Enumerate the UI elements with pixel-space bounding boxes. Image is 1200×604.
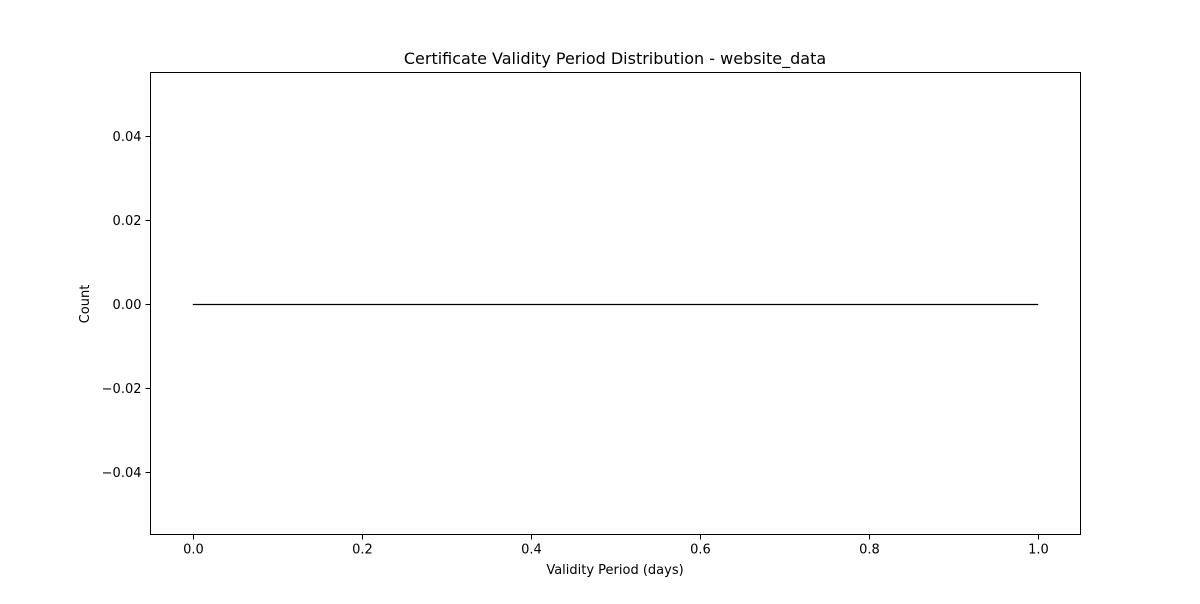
y-tick-label: −0.02 <box>102 382 142 397</box>
y-tick-label: 0.00 <box>113 298 142 313</box>
y-axis-label: Count <box>78 285 93 324</box>
y-tick-label: −0.04 <box>102 466 142 481</box>
plot-frame <box>150 72 1081 535</box>
chart-title: Certificate Validity Period Distribution… <box>404 49 826 69</box>
y-axis: 0.04 0.02 0.00 −0.02 −0.04 <box>102 130 151 481</box>
x-tick-label: 0.8 <box>859 543 880 558</box>
x-tick-label: 0.4 <box>521 543 542 558</box>
x-tick-label: 0.0 <box>183 543 204 558</box>
x-tick-label: 1.0 <box>1028 543 1049 558</box>
y-tick-label: 0.02 <box>113 214 142 229</box>
x-tick-label: 0.6 <box>690 543 711 558</box>
y-tick-label: 0.04 <box>113 130 142 145</box>
x-axis-label: Validity Period (days) <box>546 563 683 578</box>
x-tick-label: 0.2 <box>352 543 373 558</box>
x-axis: 0.0 0.2 0.4 0.6 0.8 1.0 <box>183 534 1049 558</box>
